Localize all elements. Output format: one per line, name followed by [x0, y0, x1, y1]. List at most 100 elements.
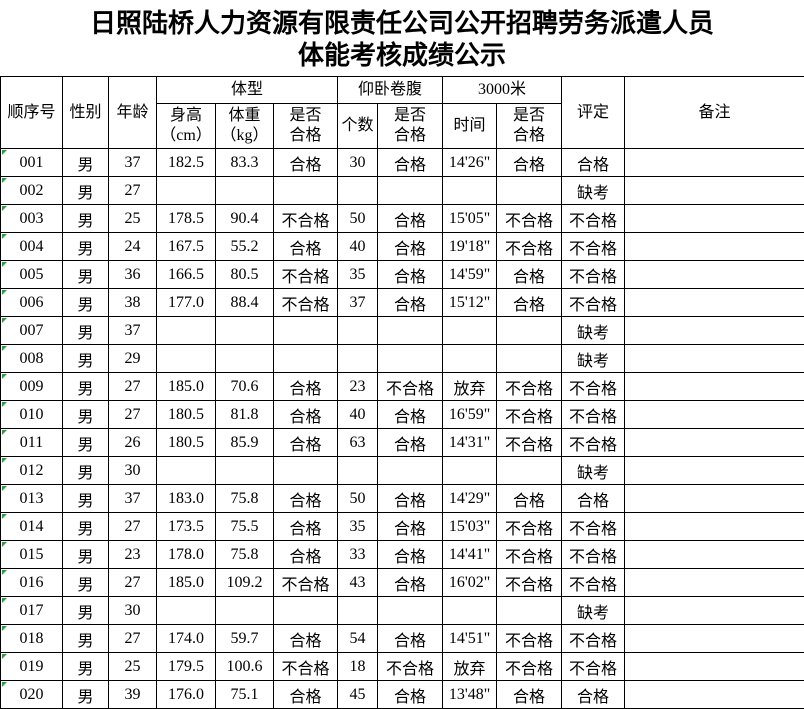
- cell-weight: 70.6: [215, 372, 274, 401]
- cell-body_pass: 不合格: [272, 260, 339, 289]
- cell-height: 179.5: [156, 652, 216, 681]
- cell-height: [156, 176, 216, 205]
- cell-body_pass: 不合格: [272, 652, 339, 681]
- header-weight: 体重 （kg）: [215, 103, 274, 149]
- cell-rating: 不合格: [561, 624, 626, 653]
- cell-age: 39: [108, 680, 157, 709]
- cell-body_pass: 合格: [272, 428, 339, 457]
- cell-crunch_count: 35: [337, 260, 379, 289]
- cell-run_pass: [496, 344, 563, 373]
- cell-gender: 男: [62, 512, 109, 541]
- cell-height: 177.0: [156, 288, 216, 317]
- cell-crunch_count: 18: [337, 652, 379, 681]
- cell-seq: 019: [0, 652, 63, 681]
- cell-body_pass: 合格: [272, 148, 339, 177]
- cell-rating: 缺考: [561, 316, 626, 345]
- cell-body_pass: 合格: [272, 512, 339, 541]
- cell-age: 27: [108, 176, 157, 205]
- cell-rating: 不合格: [561, 568, 626, 597]
- cell-seq: 001: [0, 148, 63, 177]
- cell-seq: 014: [0, 512, 63, 541]
- cell-seq: 016: [0, 568, 63, 597]
- cell-gender: 男: [62, 288, 109, 317]
- cell-run_pass: [496, 456, 563, 485]
- cell-body_pass: 合格: [272, 680, 339, 709]
- cell-crunch_count: 35: [337, 512, 379, 541]
- cell-crunch_pass: 合格: [377, 428, 444, 457]
- cell-run_pass: 合格: [496, 288, 563, 317]
- table-row: 010 男 27 180.5 81.8 合格 40 合格 16'59" 不合格 不合格: [0, 400, 804, 429]
- cell-weight: 59.7: [215, 624, 274, 653]
- cell-crunch_count: 40: [337, 232, 379, 261]
- cell-run_pass: 不合格: [496, 624, 563, 653]
- cell-crunch_pass: 合格: [377, 400, 444, 429]
- cell-note: [624, 316, 804, 345]
- cell-height: 166.5: [156, 260, 216, 289]
- header-row-2: 身高 （cm） 体重 （kg） 是否 合格 个数 是否 合格 时间 是否 合格: [1, 103, 804, 149]
- cell-seq: 012: [0, 456, 63, 485]
- cell-weight: [215, 344, 274, 373]
- cell-height: [156, 596, 216, 625]
- header-body-group: 体型: [155, 76, 339, 104]
- cell-height: 178.5: [156, 204, 216, 233]
- cell-body_pass: [272, 176, 339, 205]
- cell-crunch_pass: [377, 596, 444, 625]
- cell-run_time: 15'12": [442, 288, 498, 317]
- cell-crunch_count: 33: [337, 540, 379, 569]
- cell-crunch_count: 50: [337, 484, 379, 513]
- cell-weight: [215, 176, 274, 205]
- cell-crunch_pass: 不合格: [377, 652, 444, 681]
- cell-note: [624, 484, 804, 513]
- cell-gender: 男: [62, 176, 109, 205]
- cell-run_pass: 不合格: [496, 540, 563, 569]
- cell-crunch_pass: 合格: [377, 624, 444, 653]
- cell-run_pass: 不合格: [496, 512, 563, 541]
- table-row: 007 男 37 缺考: [0, 316, 804, 345]
- cell-gender: 男: [62, 680, 109, 709]
- cell-run_time: 14'51": [442, 624, 498, 653]
- cell-seq: 006: [0, 288, 63, 317]
- cell-seq: 004: [0, 232, 63, 261]
- cell-gender: 男: [62, 568, 109, 597]
- cell-gender: 男: [62, 540, 109, 569]
- cell-body_pass: 合格: [272, 372, 339, 401]
- cell-note: [624, 288, 804, 317]
- cell-seq: 009: [0, 372, 63, 401]
- cell-run_time: [442, 344, 498, 373]
- cell-run_pass: 合格: [496, 680, 563, 709]
- header-gender: 性别: [62, 76, 109, 149]
- cell-age: 27: [108, 400, 157, 429]
- cell-gender: 男: [62, 596, 109, 625]
- cell-rating: 合格: [561, 680, 626, 709]
- cell-crunch_pass: 合格: [377, 484, 444, 513]
- cell-seq: 007: [0, 316, 63, 345]
- cell-run_time: 15'03": [442, 512, 498, 541]
- cell-height: 174.0: [156, 624, 216, 653]
- header-crunch-count: 个数: [337, 103, 379, 149]
- cell-crunch_pass: 合格: [377, 568, 444, 597]
- cell-run_time: [442, 596, 498, 625]
- header-run-time: 时间: [442, 103, 498, 149]
- cell-crunch_count: 23: [337, 372, 379, 401]
- table-row: 011 男 26 180.5 85.9 合格 63 合格 14'31" 不合格 不合格: [0, 428, 804, 457]
- cell-seq: 010: [0, 400, 63, 429]
- cell-body_pass: [272, 344, 339, 373]
- cell-crunch_count: 30: [337, 148, 379, 177]
- cell-crunch_count: [337, 596, 379, 625]
- header-row-1: 顺序号 性别 年龄 体型 仰卧卷腹 3000米 评定 备注: [0, 76, 804, 149]
- cell-rating: 不合格: [561, 512, 626, 541]
- cell-note: [624, 260, 804, 289]
- table-row: 019 男 25 179.5 100.6 不合格 18 不合格 放弃 不合格 不合格: [0, 652, 804, 681]
- cell-gender: 男: [62, 232, 109, 261]
- table-row: 009 男 27 185.0 70.6 合格 23 不合格 放弃 不合格 不合格: [0, 372, 804, 401]
- cell-weight: [215, 456, 274, 485]
- cell-run_pass: 不合格: [496, 652, 563, 681]
- cell-crunch_pass: [377, 316, 444, 345]
- cell-run_time: 放弃: [442, 652, 498, 681]
- cell-rating: 缺考: [561, 344, 626, 373]
- cell-body_pass: 合格: [272, 484, 339, 513]
- cell-age: 38: [108, 288, 157, 317]
- cell-crunch_count: 43: [337, 568, 379, 597]
- cell-height: 182.5: [156, 148, 216, 177]
- cell-crunch_pass: [377, 176, 444, 205]
